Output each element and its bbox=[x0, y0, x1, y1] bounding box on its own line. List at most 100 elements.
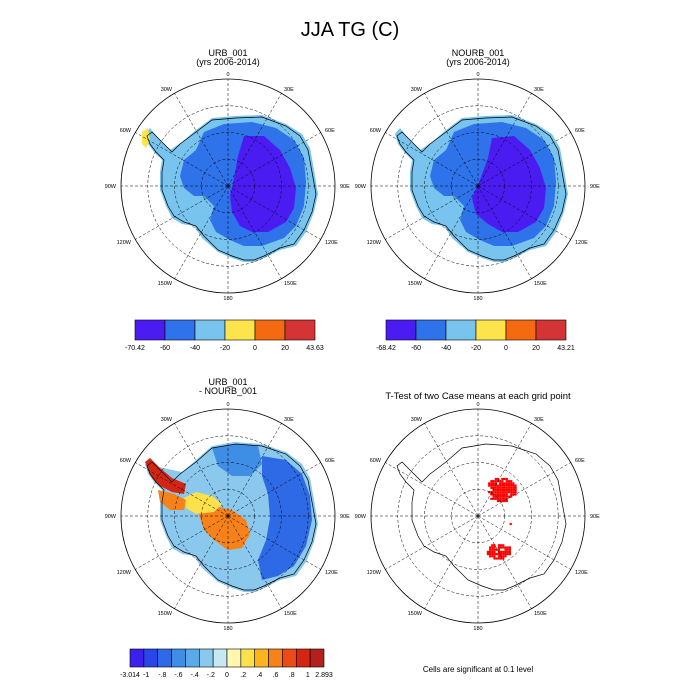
ttest-significant-cells bbox=[486, 477, 517, 560]
panel-urb-graticule bbox=[121, 79, 335, 293]
colorbar-tick-label: -.6 bbox=[174, 672, 182, 679]
significant-cell bbox=[510, 495, 513, 498]
significant-cell bbox=[486, 550, 489, 553]
nourb-coastline bbox=[396, 116, 567, 261]
significant-cell bbox=[489, 546, 492, 549]
lon-label: 90E bbox=[340, 184, 350, 190]
lon-label: 120E bbox=[575, 240, 588, 246]
colorbar-swatch bbox=[164, 319, 196, 341]
panel-nourb-map bbox=[395, 115, 568, 262]
panel-ttest-title: T-Test of two Case means at each grid po… bbox=[385, 391, 571, 402]
lon-label: 60E bbox=[325, 128, 335, 134]
significant-cell bbox=[503, 482, 506, 485]
significant-cell bbox=[491, 544, 494, 547]
significant-cell bbox=[507, 484, 511, 487]
significant-cell bbox=[505, 495, 508, 498]
significant-cell bbox=[494, 477, 497, 481]
lon-label: 90W bbox=[105, 514, 117, 520]
meridian-line bbox=[174, 515, 229, 609]
lon-label: 30W bbox=[411, 417, 423, 423]
lon-label: 120E bbox=[575, 570, 588, 576]
significant-cell bbox=[499, 497, 502, 500]
panel-urb-colorbar: -70.42 -60 -40 -20 0 20 43.63 bbox=[125, 319, 324, 352]
significant-cell bbox=[503, 495, 506, 498]
meridian-line bbox=[385, 132, 479, 187]
colorbar-tick-label: -20 bbox=[220, 345, 230, 352]
meridian-line bbox=[227, 185, 282, 279]
panel-diff-graticule bbox=[121, 409, 335, 623]
meridian-line bbox=[174, 185, 229, 279]
meridian-line bbox=[227, 515, 282, 609]
significant-cell bbox=[503, 491, 506, 494]
significant-cell bbox=[504, 555, 507, 558]
significant-cell bbox=[490, 486, 493, 489]
panel-urb: URB_001 (yrs 2006-2014) 0 30E 60E 90E 120E 15… bbox=[105, 48, 350, 352]
significant-cell bbox=[509, 522, 512, 526]
meridian-line bbox=[385, 185, 479, 240]
significant-cell bbox=[491, 555, 494, 558]
lon-label: 180 bbox=[223, 626, 232, 632]
panel-ttest-frame bbox=[370, 408, 586, 624]
significant-cell bbox=[501, 488, 504, 492]
diff-region-ross-ice bbox=[198, 506, 250, 550]
significant-cell bbox=[500, 557, 503, 560]
significant-cell bbox=[494, 480, 497, 483]
significant-cell bbox=[497, 546, 500, 549]
panel-ttest-map bbox=[396, 443, 567, 591]
significant-cell bbox=[492, 491, 495, 494]
significant-cell bbox=[503, 477, 506, 481]
colorbar-tick-label: 20 bbox=[532, 345, 540, 352]
panel-urb-title: URB_001 bbox=[208, 48, 247, 58]
colorbar-swatch bbox=[212, 648, 228, 668]
lon-label: 180 bbox=[223, 296, 232, 302]
colorbar-tick-label: 1 bbox=[306, 672, 310, 679]
significant-cell bbox=[499, 482, 502, 485]
significant-cell bbox=[512, 484, 515, 487]
meridian-line bbox=[227, 185, 321, 240]
colorbar-tick-label: -3.014 bbox=[120, 672, 140, 679]
colorbar-swatch bbox=[445, 319, 477, 341]
significant-cell bbox=[503, 497, 506, 500]
significant-cell bbox=[499, 493, 502, 496]
significant-cell bbox=[494, 482, 497, 485]
colorbar-swatch bbox=[282, 648, 297, 668]
meridian-line bbox=[385, 515, 479, 570]
significant-cell bbox=[488, 482, 491, 485]
significant-cell bbox=[504, 548, 507, 551]
meridian-line bbox=[227, 423, 282, 517]
significant-cell bbox=[490, 482, 493, 485]
colorbar-swatch bbox=[185, 648, 200, 668]
meridian-line bbox=[135, 515, 229, 570]
significant-cell bbox=[502, 557, 505, 560]
meridian-line bbox=[227, 93, 282, 187]
significant-cell bbox=[496, 491, 500, 494]
significant-cell bbox=[510, 486, 513, 489]
significant-cell bbox=[493, 548, 496, 551]
significant-cell bbox=[505, 497, 508, 500]
significant-cell bbox=[493, 557, 496, 560]
diff-region-pen-orange bbox=[158, 490, 186, 510]
significant-cell bbox=[510, 482, 513, 485]
significant-cell bbox=[501, 497, 504, 500]
colorbar-tick-label: 0 bbox=[225, 672, 229, 679]
significant-cell bbox=[505, 482, 508, 485]
colorbar-tick-label: 2.893 bbox=[315, 672, 333, 679]
lon-label: 120W bbox=[367, 570, 382, 576]
colorbar-tick-label: -.2 bbox=[207, 672, 215, 679]
significant-cell bbox=[514, 484, 517, 487]
significant-cell bbox=[494, 486, 497, 489]
meridian-line bbox=[424, 423, 479, 517]
significant-cell bbox=[505, 488, 508, 492]
significant-cell bbox=[490, 497, 493, 500]
panel-ttest-graticule bbox=[371, 409, 585, 623]
significant-cell bbox=[499, 484, 502, 487]
panel-nourb: NOURB_001 (yrs 2006-2014) 0 30E 60E 90E 120E… bbox=[355, 48, 600, 352]
significant-cell bbox=[486, 553, 489, 556]
lon-label: 90W bbox=[355, 184, 367, 190]
lon-label: 60E bbox=[325, 458, 335, 464]
significant-cell bbox=[496, 495, 500, 498]
significant-cell bbox=[494, 488, 497, 492]
significant-cell bbox=[502, 546, 505, 549]
colorbar-tick-label: 43.63 bbox=[306, 345, 324, 352]
